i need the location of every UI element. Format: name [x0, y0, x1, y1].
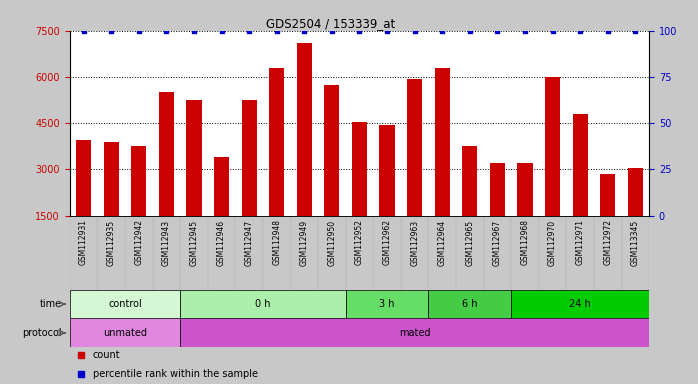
- Text: GSM112963: GSM112963: [410, 219, 419, 266]
- Text: count: count: [93, 351, 121, 361]
- Text: GSM112947: GSM112947: [244, 219, 253, 266]
- Text: GSM112943: GSM112943: [162, 219, 171, 266]
- Point: [78, 28, 89, 35]
- Point: [299, 28, 310, 35]
- Text: GSM112972: GSM112972: [603, 219, 612, 265]
- Bar: [186, 100, 202, 216]
- Point: [574, 28, 586, 35]
- Text: GSM112950: GSM112950: [327, 219, 336, 266]
- Bar: [600, 174, 616, 216]
- Bar: [511, 290, 649, 318]
- Point: [216, 28, 227, 35]
- Bar: [462, 146, 477, 216]
- Point: [630, 28, 641, 35]
- Point: [519, 28, 530, 35]
- Point: [602, 28, 614, 35]
- Bar: [103, 142, 119, 216]
- Text: GSM112952: GSM112952: [355, 219, 364, 265]
- Text: percentile rank within the sample: percentile rank within the sample: [93, 369, 258, 379]
- Bar: [517, 163, 533, 216]
- Text: GSM112935: GSM112935: [107, 219, 116, 266]
- Text: GSM112946: GSM112946: [217, 219, 226, 266]
- Text: mated: mated: [399, 328, 431, 338]
- Point: [133, 28, 144, 35]
- Text: GSM112948: GSM112948: [272, 219, 281, 265]
- Bar: [214, 157, 229, 216]
- Bar: [297, 43, 312, 216]
- Bar: [158, 93, 174, 216]
- Bar: [545, 77, 560, 216]
- Bar: [429, 290, 511, 318]
- Text: GSM112971: GSM112971: [576, 219, 585, 265]
- Point: [244, 28, 255, 35]
- Text: 3 h: 3 h: [379, 299, 395, 309]
- Text: GSM112942: GSM112942: [134, 219, 143, 265]
- Point: [492, 28, 503, 35]
- Bar: [70, 290, 180, 318]
- Text: GSM112962: GSM112962: [383, 219, 392, 265]
- Bar: [242, 100, 257, 216]
- Bar: [325, 85, 339, 216]
- Text: GSM113345: GSM113345: [631, 219, 640, 266]
- Bar: [435, 68, 450, 216]
- Bar: [180, 290, 346, 318]
- Text: GSM112967: GSM112967: [493, 219, 502, 266]
- Text: control: control: [108, 299, 142, 309]
- Text: GSM112968: GSM112968: [521, 219, 530, 265]
- Text: GSM112965: GSM112965: [466, 219, 475, 266]
- Text: GSM112945: GSM112945: [189, 219, 198, 266]
- Point: [105, 28, 117, 35]
- Bar: [346, 290, 429, 318]
- Bar: [131, 146, 147, 216]
- Point: [437, 28, 448, 35]
- Bar: [628, 168, 643, 216]
- Text: GSM112964: GSM112964: [438, 219, 447, 266]
- Point: [547, 28, 558, 35]
- Point: [464, 28, 475, 35]
- Bar: [572, 114, 588, 216]
- Text: 6 h: 6 h: [462, 299, 477, 309]
- Bar: [269, 68, 284, 216]
- Text: unmated: unmated: [103, 328, 147, 338]
- Text: GSM112931: GSM112931: [79, 219, 88, 265]
- Point: [326, 28, 337, 35]
- Bar: [70, 318, 180, 347]
- Text: GSM112949: GSM112949: [300, 219, 309, 266]
- Bar: [76, 140, 91, 216]
- Bar: [407, 78, 422, 216]
- Text: 0 h: 0 h: [255, 299, 271, 309]
- Point: [161, 28, 172, 35]
- Bar: [352, 122, 367, 216]
- Point: [382, 28, 393, 35]
- Bar: [380, 125, 394, 216]
- Point: [188, 28, 200, 35]
- Point: [271, 28, 282, 35]
- Point: [354, 28, 365, 35]
- Title: GDS2504 / 153339_at: GDS2504 / 153339_at: [266, 17, 395, 30]
- Point: [409, 28, 420, 35]
- Text: GSM112970: GSM112970: [548, 219, 557, 266]
- Text: time: time: [39, 299, 61, 309]
- Bar: [490, 163, 505, 216]
- Text: 24 h: 24 h: [570, 299, 591, 309]
- Text: protocol: protocol: [22, 328, 61, 338]
- Bar: [180, 318, 649, 347]
